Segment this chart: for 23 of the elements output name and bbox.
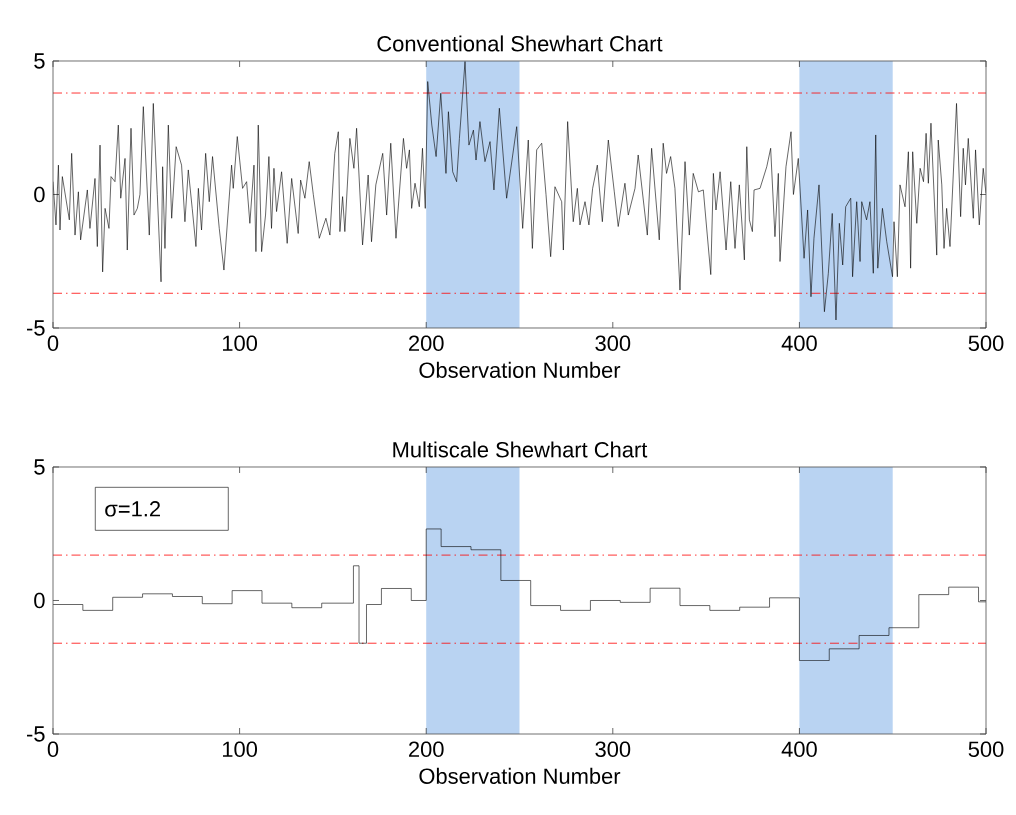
x-tick-label: 500 (968, 335, 1004, 352)
y-tick-label: -5 (26, 726, 45, 742)
y-tick-label: 5 (34, 459, 45, 475)
x-tick-label: 0 (47, 741, 59, 758)
x-tick-label: 400 (781, 741, 817, 758)
y-tick-label: 0 (34, 186, 45, 203)
x-axis-title: Observation Number (419, 767, 621, 784)
chart-title: Conventional Shewhart Chart (377, 35, 663, 52)
annotation: σ=1.2 (105, 501, 160, 517)
x-tick-label: 300 (595, 741, 631, 758)
x-tick-label: 400 (781, 335, 817, 352)
x-axis-title: Observation Number (419, 361, 621, 378)
chart-title: Multiscale Shewhart Chart (393, 441, 648, 458)
x-tick-label: 200 (409, 335, 444, 352)
y-tick-label: 5 (34, 53, 45, 69)
x-tick-label: 200 (409, 741, 444, 758)
y-tick-label: 0 (34, 592, 45, 609)
x-tick-label: 100 (222, 335, 258, 352)
x-tick-label: 300 (595, 335, 631, 352)
x-tick-label: 0 (47, 335, 59, 352)
x-tick-label: 100 (222, 741, 258, 758)
y-tick-label: -5 (26, 320, 45, 336)
x-tick-label: 500 (968, 741, 1004, 758)
